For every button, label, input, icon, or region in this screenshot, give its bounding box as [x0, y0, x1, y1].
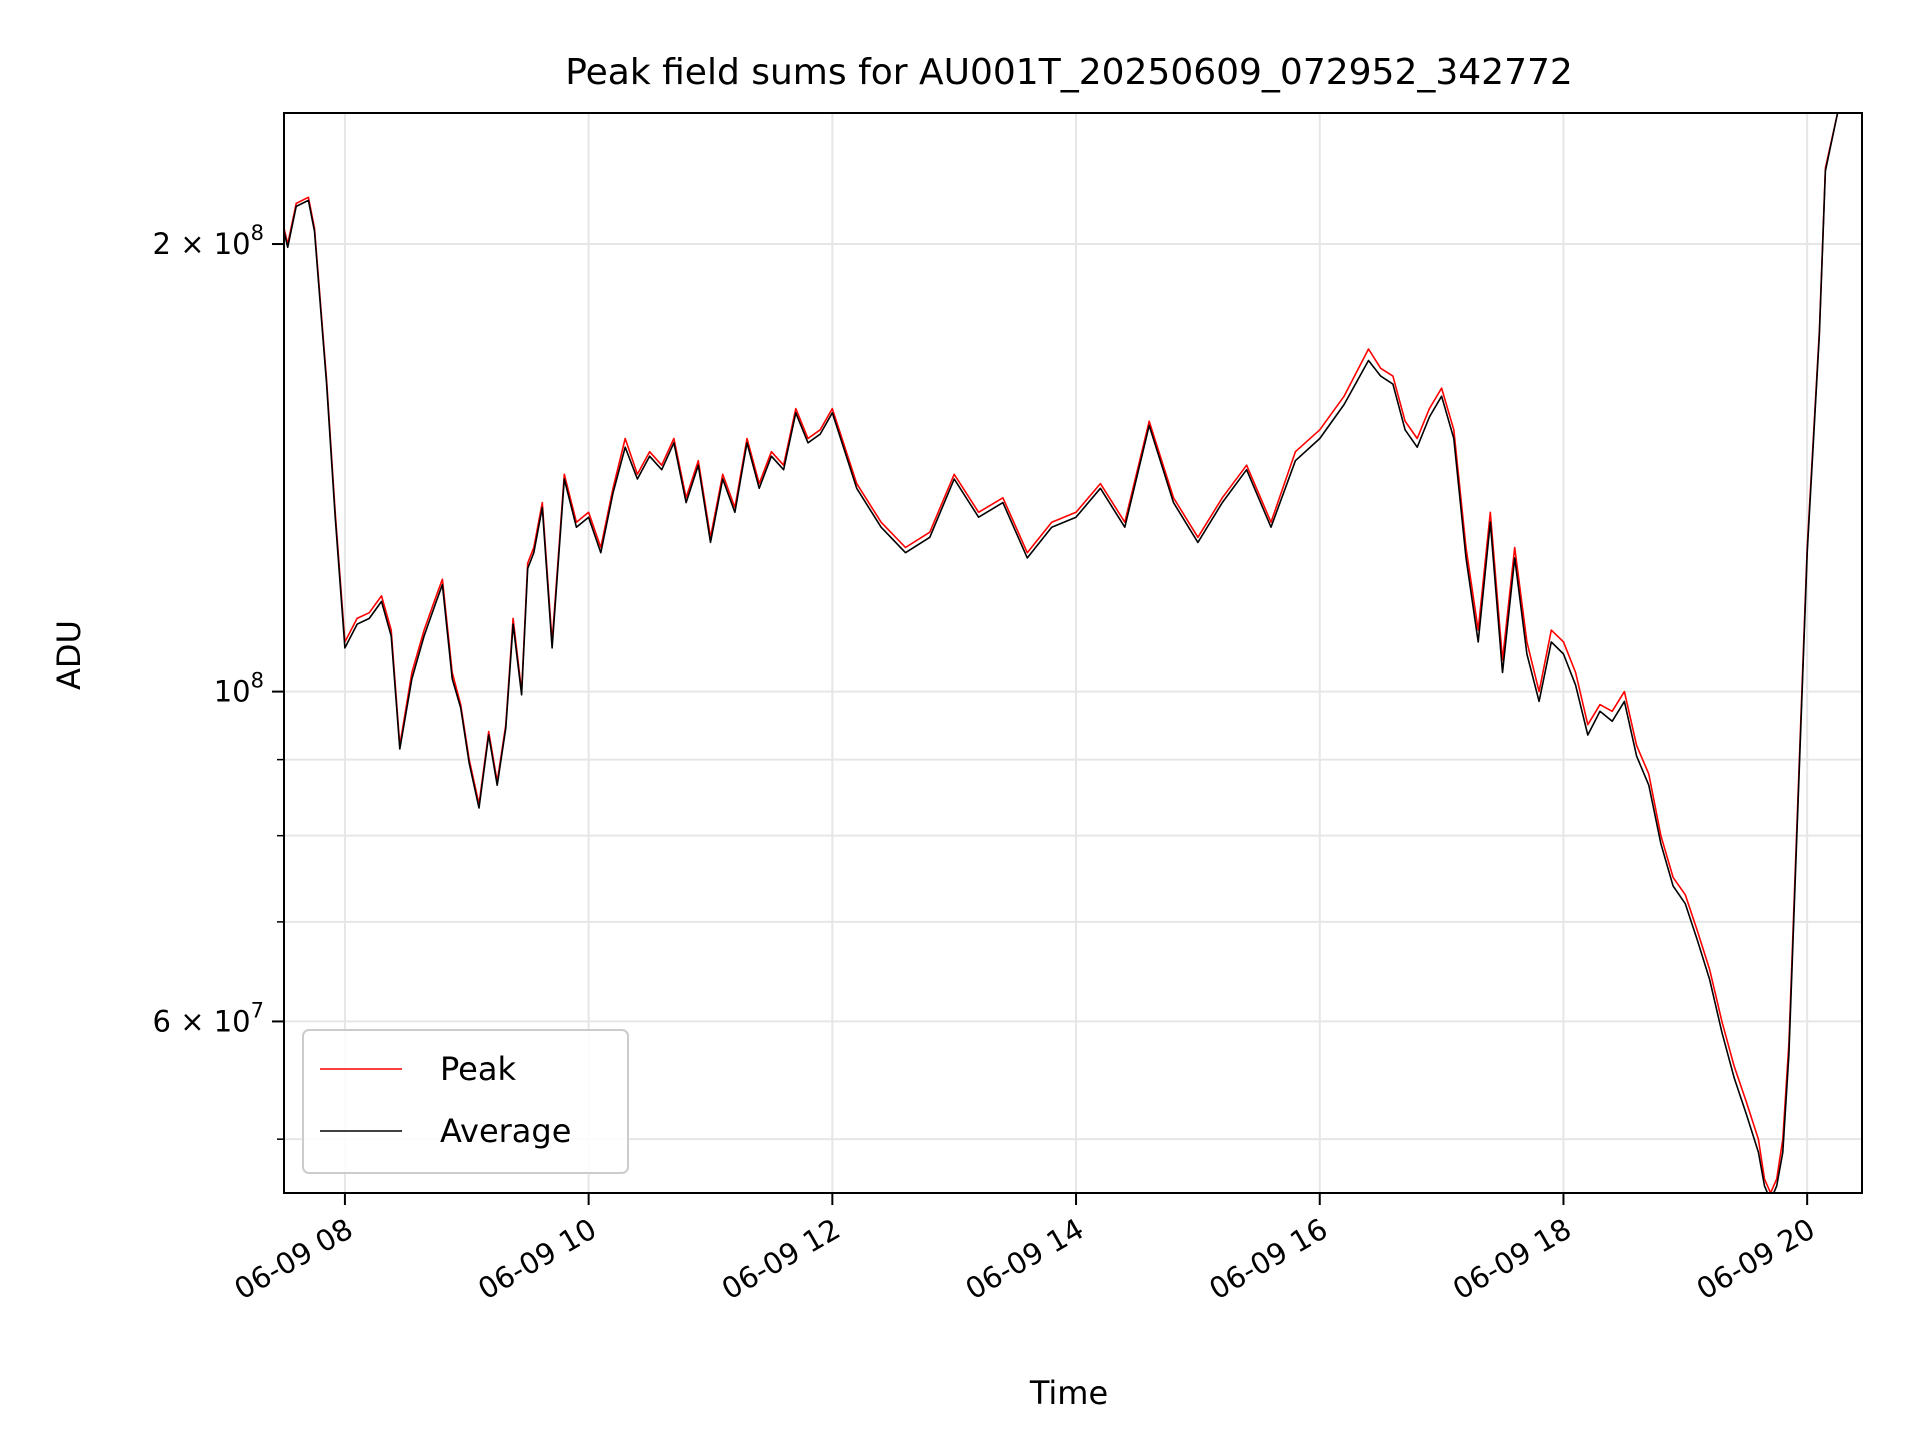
y-tick-label: 2 × 108 [153, 221, 264, 261]
y-axis: 2 × 108 108 6 × 107 [153, 221, 284, 1140]
x-tick-label: 06-09 16 [1203, 1212, 1333, 1307]
plot-frame [283, 112, 1863, 1194]
x-tick-label: 06-09 08 [229, 1212, 359, 1307]
y-tick-label: 6 × 107 [153, 998, 264, 1038]
y-axis-title: ADU [50, 620, 88, 690]
x-tick-label: 06-09 20 [1691, 1212, 1821, 1307]
chart-title: Peak field sums for AU001T_20250609_0729… [565, 52, 1573, 93]
legend-label-average: Average [440, 1112, 571, 1150]
series-line-average [284, 113, 1839, 1193]
legend-box [302, 1029, 629, 1174]
x-tick-label: 06-09 18 [1447, 1212, 1577, 1307]
x-tick-label: 06-09 14 [960, 1212, 1090, 1307]
x-axis-title: Time [1029, 1374, 1108, 1412]
series-lines [284, 113, 1839, 1193]
x-axis: 06-09 08 06-09 10 06-09 12 06-09 14 06-09 16… [229, 1193, 1821, 1306]
x-tick-label: 06-09 12 [716, 1212, 846, 1307]
legend: Peak Average [302, 1029, 629, 1174]
x-tick-label: 06-09 10 [472, 1212, 602, 1307]
legend-label-peak: Peak [440, 1050, 516, 1088]
y-tick-label: 108 [214, 669, 264, 709]
